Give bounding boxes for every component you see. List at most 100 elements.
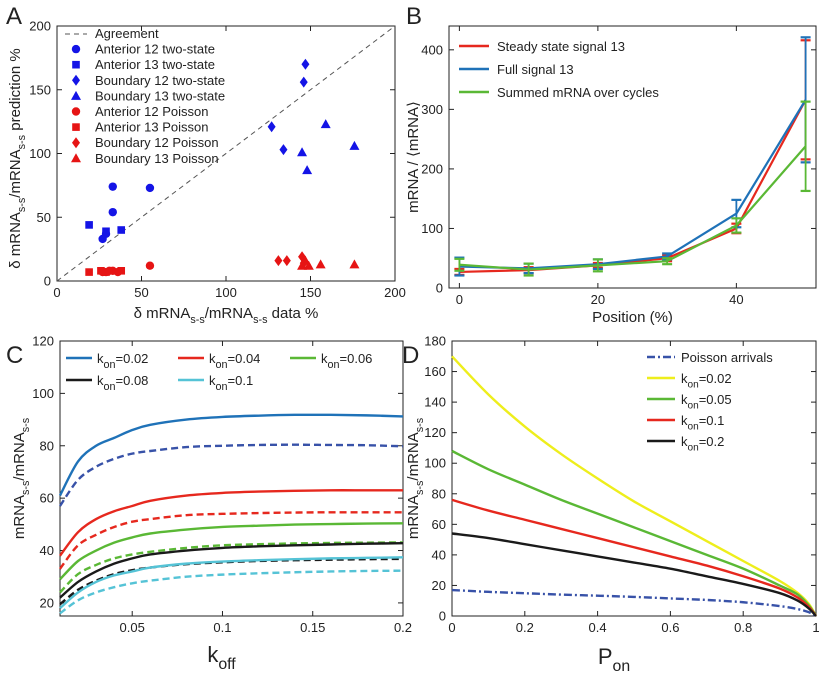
y-tick-label: 40 bbox=[40, 543, 54, 558]
y-tick-label: 140 bbox=[424, 395, 446, 410]
data-point bbox=[279, 144, 288, 156]
y-tick-label: 0 bbox=[439, 609, 446, 624]
legend-label-k-on-0-06: kon=0.06 bbox=[321, 351, 372, 371]
x-tick-label: 20 bbox=[591, 292, 605, 307]
y-tick-label: 20 bbox=[432, 578, 446, 593]
x-tick-label: 100 bbox=[215, 285, 237, 300]
data-point bbox=[349, 140, 360, 150]
plot-area-b bbox=[448, 25, 817, 289]
y-tick-label: 120 bbox=[424, 425, 446, 440]
data-point bbox=[117, 226, 126, 234]
legend-marker-boundary-13-two-state bbox=[71, 90, 81, 100]
plot-area-c bbox=[59, 340, 404, 617]
legend-label-k-on-0-02: kon=0.02 bbox=[97, 351, 148, 371]
panel-letter: B bbox=[406, 3, 422, 30]
x-tick-label: 0.15 bbox=[300, 620, 325, 635]
y-tick-label: 100 bbox=[29, 146, 51, 161]
legend-label-k-on-0-08: kon=0.08 bbox=[97, 373, 148, 393]
legend-label-boundary-12-poisson: Boundary 12 Poisson bbox=[95, 135, 219, 150]
curve-k-on-0-05 bbox=[451, 449, 818, 617]
y-tick-label: 100 bbox=[421, 221, 443, 236]
y-tick-label: 160 bbox=[424, 364, 446, 379]
legend-label-poisson-arrivals: Poisson arrivals bbox=[681, 350, 773, 365]
legend-label-anterior-12-two-state: Anterior 12 two-state bbox=[95, 42, 215, 57]
y-tick-label: 400 bbox=[421, 42, 443, 57]
x-tick-label: 150 bbox=[300, 285, 322, 300]
data-point bbox=[102, 227, 110, 236]
y-tick-label: 20 bbox=[40, 595, 54, 610]
curve-k-on-0-1 bbox=[451, 498, 817, 617]
x-axis-label: δ mRNAs-s/mRNAs-s data % bbox=[134, 305, 319, 326]
data-point bbox=[102, 268, 110, 276]
x-tick-label: 40 bbox=[729, 292, 743, 307]
data-point bbox=[85, 221, 93, 229]
curve-k-on-0-04 bbox=[59, 489, 403, 557]
y-axis-label: δ mRNAs-s/mRNAs-s prediction % bbox=[7, 48, 28, 269]
data-point bbox=[320, 119, 331, 129]
series-boundary-13-poisson bbox=[297, 255, 360, 270]
x-tick-label: 0 bbox=[53, 285, 60, 300]
data-point bbox=[145, 183, 155, 193]
data-point bbox=[303, 260, 314, 270]
data-point bbox=[301, 58, 310, 70]
y-tick-label: 120 bbox=[32, 334, 54, 349]
legend-marker-anterior-12-poisson bbox=[71, 107, 81, 116]
legend-marker-anterior-12-two-state bbox=[71, 44, 81, 54]
legend-marker-anterior-13-poisson bbox=[72, 123, 80, 131]
legend-marker-boundary-12-poisson bbox=[72, 137, 80, 149]
legend-label-agreement: Agreement bbox=[95, 26, 159, 41]
curve-k-on-0-02 bbox=[451, 355, 818, 617]
series-summed-mrna-over-cycles bbox=[454, 100, 811, 277]
data-point bbox=[117, 267, 126, 275]
series-line bbox=[459, 99, 807, 274]
legend-label-steady-state-signal-13: Steady state signal 13 bbox=[497, 39, 625, 54]
x-tick-label: 0 bbox=[448, 620, 455, 635]
x-tick-label: 1 bbox=[812, 620, 819, 635]
curve-k-on-0-02-dashed bbox=[59, 443, 404, 507]
data-point bbox=[315, 259, 326, 269]
y-tick-label: 200 bbox=[421, 161, 443, 176]
panel-letter: C bbox=[6, 342, 23, 369]
data-point bbox=[85, 268, 93, 276]
data-point bbox=[267, 121, 276, 133]
data-point bbox=[299, 76, 308, 88]
curve-k-on-0-02 bbox=[58, 413, 404, 497]
data-point bbox=[108, 182, 117, 191]
legend-marker-boundary-12-two-state bbox=[72, 74, 80, 86]
series-anterior-13-poisson bbox=[85, 267, 126, 276]
y-axis-label: mRNAs-s/mRNAs-s bbox=[405, 417, 426, 539]
panel-letter: A bbox=[6, 3, 22, 30]
plot-area-d bbox=[451, 340, 817, 617]
y-tick-label: 50 bbox=[37, 210, 51, 225]
y-tick-label: 200 bbox=[29, 19, 51, 34]
y-axis-label: mRNA / ⟨mRNA⟩ bbox=[405, 101, 422, 213]
y-tick-label: 0 bbox=[44, 274, 51, 289]
y-tick-label: 180 bbox=[424, 334, 446, 349]
data-point bbox=[274, 255, 283, 267]
series-boundary-12-two-state bbox=[267, 58, 310, 156]
panel-letter: D bbox=[402, 342, 419, 369]
legend-label-boundary-12-two-state: Boundary 12 two-state bbox=[95, 73, 225, 88]
x-axis-label: Position (%) bbox=[592, 309, 673, 326]
data-point bbox=[297, 260, 308, 270]
x-tick-label: 0.2 bbox=[516, 620, 534, 635]
panel-d: D 0 0.2 0.4 0.6 0.8 1 0 20 40 60 80 100 120 140 160 180 P… bbox=[402, 334, 820, 676]
x-tick-label: 0.4 bbox=[589, 620, 607, 635]
legend-label-k-on-0-1: kon=0.1 bbox=[209, 373, 253, 393]
legend-label-boundary-13-two-state: Boundary 13 two-state bbox=[95, 88, 225, 103]
legend-label-boundary-13-poisson: Boundary 13 Poisson bbox=[95, 151, 219, 166]
agreement-line bbox=[56, 25, 396, 282]
data-point bbox=[145, 261, 155, 270]
curve-k-on-0-06-dashed bbox=[59, 541, 404, 594]
legend-marker-anterior-13-two-state bbox=[72, 60, 80, 69]
y-tick-label: 300 bbox=[421, 102, 443, 117]
legend-label-k-on-0-2: kon=0.2 bbox=[681, 434, 724, 453]
y-tick-label: 100 bbox=[32, 386, 54, 401]
y-tick-label: 60 bbox=[432, 517, 446, 532]
data-point bbox=[297, 147, 308, 157]
y-tick-label: 80 bbox=[40, 438, 54, 453]
x-tick-label: 0.8 bbox=[734, 620, 752, 635]
